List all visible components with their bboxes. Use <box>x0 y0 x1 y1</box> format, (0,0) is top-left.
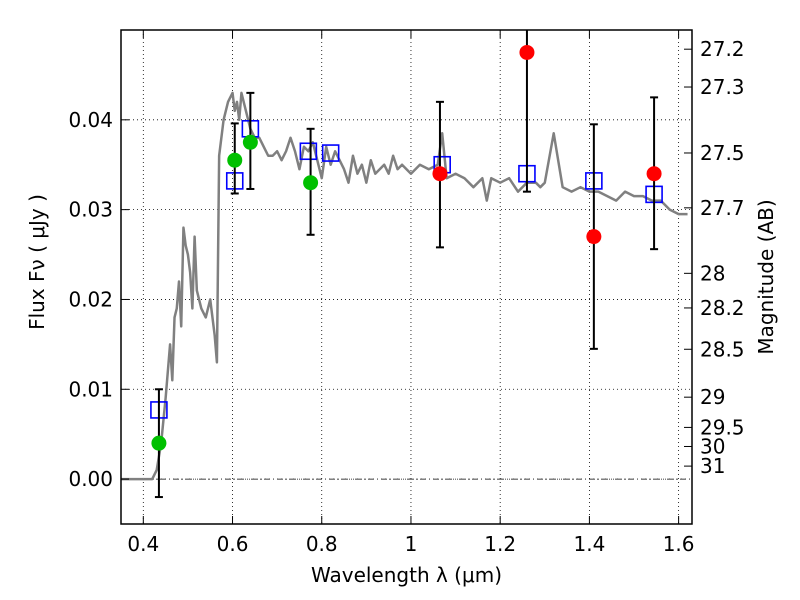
mag-tick-label: 27.7 <box>700 196 745 220</box>
x-tick-label: 0.4 <box>127 532 159 556</box>
x-tick-label: 1.4 <box>573 532 605 556</box>
observed-point-red <box>646 166 662 182</box>
observed-point-green <box>151 435 167 451</box>
model-photometry-square <box>299 142 318 161</box>
mag-tick-label: 29.5 <box>700 415 745 439</box>
magnitude-axis-label: Magnitude (AB) <box>754 199 778 354</box>
observed-point-red <box>519 44 535 60</box>
y-tick-label: 0.04 <box>68 108 113 132</box>
mag-tick-label: 28.5 <box>700 337 745 361</box>
y-tick-label: 0.00 <box>68 467 113 491</box>
plot-area <box>121 30 688 499</box>
mag-tick-label: 29 <box>700 385 725 409</box>
plot-frame <box>120 29 693 525</box>
y-tick-label: 0.03 <box>68 198 113 222</box>
x-tick-label: 1.2 <box>484 532 516 556</box>
grid-lines <box>121 30 692 524</box>
observed-point-green <box>303 175 319 191</box>
mag-tick-label: 27.3 <box>700 75 745 99</box>
axis-ticks: 0.4 0.6 0.8 1 1.2 1.4 1.6 0.00 0.01 0.02 0.03 0.04 2… <box>68 30 745 556</box>
mag-tick-label: 27.5 <box>700 141 745 165</box>
mag-tick-label: 28 <box>700 261 725 285</box>
observed-point-red <box>586 229 602 245</box>
mag-tick-label: 31 <box>700 454 725 478</box>
y-tick-label: 0.02 <box>68 287 113 311</box>
observed-point-green <box>242 134 258 150</box>
x-tick-label: 0.6 <box>217 532 249 556</box>
mag-tick-label: 30 <box>700 434 725 458</box>
observed-point-red <box>432 166 448 182</box>
mag-tick-label: 28.2 <box>700 296 745 320</box>
x-axis-label: Wavelength λ (μm) <box>311 563 502 587</box>
y-axis-label: Flux Fν ( μJy ) <box>25 194 49 330</box>
x-tick-label: 1 <box>405 532 418 556</box>
observed-point-green <box>227 152 243 168</box>
model-spectrum-line <box>121 91 688 481</box>
mag-tick-label: 27.2 <box>700 37 745 61</box>
x-tick-label: 0.8 <box>306 532 338 556</box>
x-tick-label: 1.6 <box>663 532 695 556</box>
model-photometry-square <box>321 144 340 162</box>
y-tick-label: 0.01 <box>68 377 113 401</box>
